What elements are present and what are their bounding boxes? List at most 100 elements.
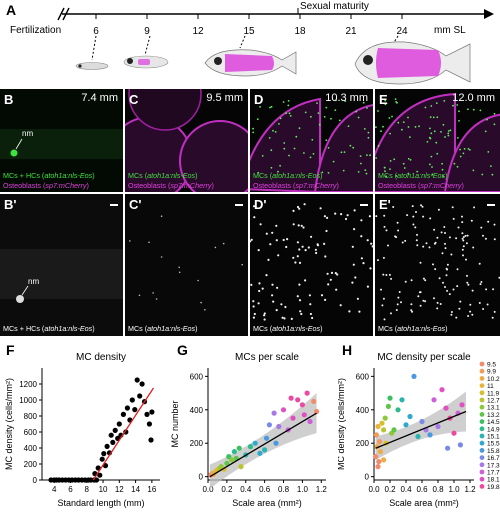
cell-dot bbox=[416, 170, 419, 173]
panel-letter-a: A bbox=[6, 2, 17, 18]
cell-dot bbox=[292, 256, 295, 259]
micrograph-d: D 10.3 mm MCs (atoh1a:nls-Eos) Osteoblas… bbox=[250, 89, 373, 192]
cell-dot bbox=[271, 231, 274, 234]
cell-dot bbox=[353, 228, 356, 231]
cell-dot bbox=[252, 131, 255, 134]
cell-dot bbox=[385, 175, 388, 178]
caption-green-d: MCs (atoh1a:nls-Eos) bbox=[253, 171, 323, 180]
cell-dot bbox=[268, 137, 271, 139]
y-tick-label: 1200 bbox=[19, 380, 37, 389]
x-tick-label: 8 bbox=[85, 485, 90, 494]
cell-dot bbox=[429, 217, 432, 220]
cell-dot bbox=[351, 281, 354, 284]
cell-dot bbox=[418, 125, 420, 128]
cell-dot bbox=[432, 116, 435, 119]
micrograph-e-prime: E' MCs (atoh1a:nls-Eos) bbox=[375, 194, 500, 336]
timeline-tick-label: 6 bbox=[93, 26, 99, 37]
data-point bbox=[101, 451, 107, 457]
cell-dot bbox=[371, 245, 373, 248]
data-point bbox=[99, 456, 105, 462]
cell-dot bbox=[360, 235, 363, 238]
cell-dot bbox=[258, 289, 261, 293]
chart-mc-density-per-scale: MC density per scale 0 200 400 600 0.0 0.2 0.4 0… bbox=[338, 352, 500, 508]
caption-c-prime: MCs (atoh1a:nls-Eos) bbox=[128, 324, 198, 333]
cell-dot bbox=[395, 101, 397, 103]
cell-dot bbox=[138, 294, 141, 297]
micrograph-e: E 12.0 mm MCs (atoh1a:nls-Eos) Osteoblas… bbox=[375, 89, 500, 192]
cell-dot bbox=[352, 146, 355, 149]
y-tick-label: 200 bbox=[24, 460, 38, 469]
cell-dot bbox=[453, 162, 456, 165]
legend-label: 17.3 bbox=[487, 462, 500, 469]
data-point bbox=[236, 445, 242, 451]
cell-dot bbox=[412, 215, 415, 218]
fish-size-d: 10.3 mm bbox=[325, 92, 368, 104]
cell-dot bbox=[297, 224, 300, 227]
cell-dot bbox=[447, 134, 450, 137]
cell-dot bbox=[461, 248, 464, 251]
cell-dot bbox=[433, 130, 436, 133]
legend-label: 12.7 bbox=[487, 398, 500, 405]
cell-dot bbox=[397, 296, 400, 299]
legend-marker bbox=[479, 433, 485, 439]
cell-dot bbox=[429, 127, 431, 130]
fish-size-c: 9.5 mm bbox=[206, 92, 243, 104]
cell-dot bbox=[438, 277, 441, 280]
cell-dot bbox=[346, 214, 349, 217]
cell-dot bbox=[452, 288, 455, 291]
cell-dot bbox=[258, 282, 261, 285]
cell-dot bbox=[401, 128, 403, 131]
cell-dot bbox=[360, 219, 363, 222]
sexual-maturity-label: Sexual maturity bbox=[300, 1, 369, 12]
cell-dot bbox=[301, 245, 304, 248]
cell-dot bbox=[415, 211, 417, 213]
legend-marker bbox=[479, 383, 485, 388]
data-point bbox=[132, 407, 138, 413]
caption-magenta-e: Osteoblasts (sp7:mCherry) bbox=[378, 181, 464, 190]
cell-dot bbox=[392, 206, 395, 208]
caption-magenta-b: Osteoblasts (sp7:mCherry) bbox=[3, 181, 89, 190]
cell-dot bbox=[365, 172, 368, 175]
cell-dot bbox=[309, 303, 312, 306]
data-point bbox=[411, 373, 417, 379]
cell-dot bbox=[281, 316, 284, 319]
fertilization-label: Fertilization bbox=[10, 25, 62, 36]
data-point bbox=[379, 420, 385, 426]
cell-dot bbox=[493, 123, 496, 126]
cell-dot bbox=[290, 317, 293, 320]
data-point bbox=[148, 437, 154, 443]
cell-dot bbox=[377, 110, 379, 112]
data-point bbox=[108, 432, 114, 438]
data-point bbox=[252, 440, 258, 446]
cell-dot bbox=[487, 151, 490, 153]
cell-dot bbox=[280, 303, 283, 306]
cell-dot bbox=[338, 119, 341, 122]
cell-dot bbox=[480, 281, 483, 283]
cell-dot bbox=[441, 168, 444, 171]
cell-dot bbox=[410, 279, 413, 282]
cell-dot bbox=[296, 295, 299, 298]
cell-dot bbox=[440, 231, 443, 234]
cell-dot bbox=[360, 257, 363, 260]
cell-dot bbox=[287, 100, 290, 102]
cell-dot bbox=[493, 112, 496, 115]
legend-marker bbox=[479, 390, 485, 396]
cell-dot bbox=[363, 128, 366, 130]
cell-dot bbox=[469, 310, 472, 313]
cell-dot bbox=[263, 312, 266, 315]
cell-dot bbox=[470, 219, 473, 222]
cell-dot bbox=[367, 136, 370, 139]
cell-dot bbox=[390, 312, 392, 315]
cell-dot bbox=[461, 215, 463, 218]
data-point bbox=[373, 454, 379, 460]
cell-dot bbox=[257, 171, 260, 174]
cell-dot bbox=[458, 307, 461, 310]
cell-dot bbox=[396, 221, 399, 224]
x-tick-label: 0.0 bbox=[368, 485, 380, 494]
cell-dot bbox=[250, 238, 253, 241]
cell-dot bbox=[288, 112, 291, 115]
cell-dot bbox=[277, 170, 279, 173]
cell-dot bbox=[344, 100, 347, 102]
cell-dot bbox=[400, 301, 402, 304]
x-tick-label: 10 bbox=[99, 485, 108, 494]
